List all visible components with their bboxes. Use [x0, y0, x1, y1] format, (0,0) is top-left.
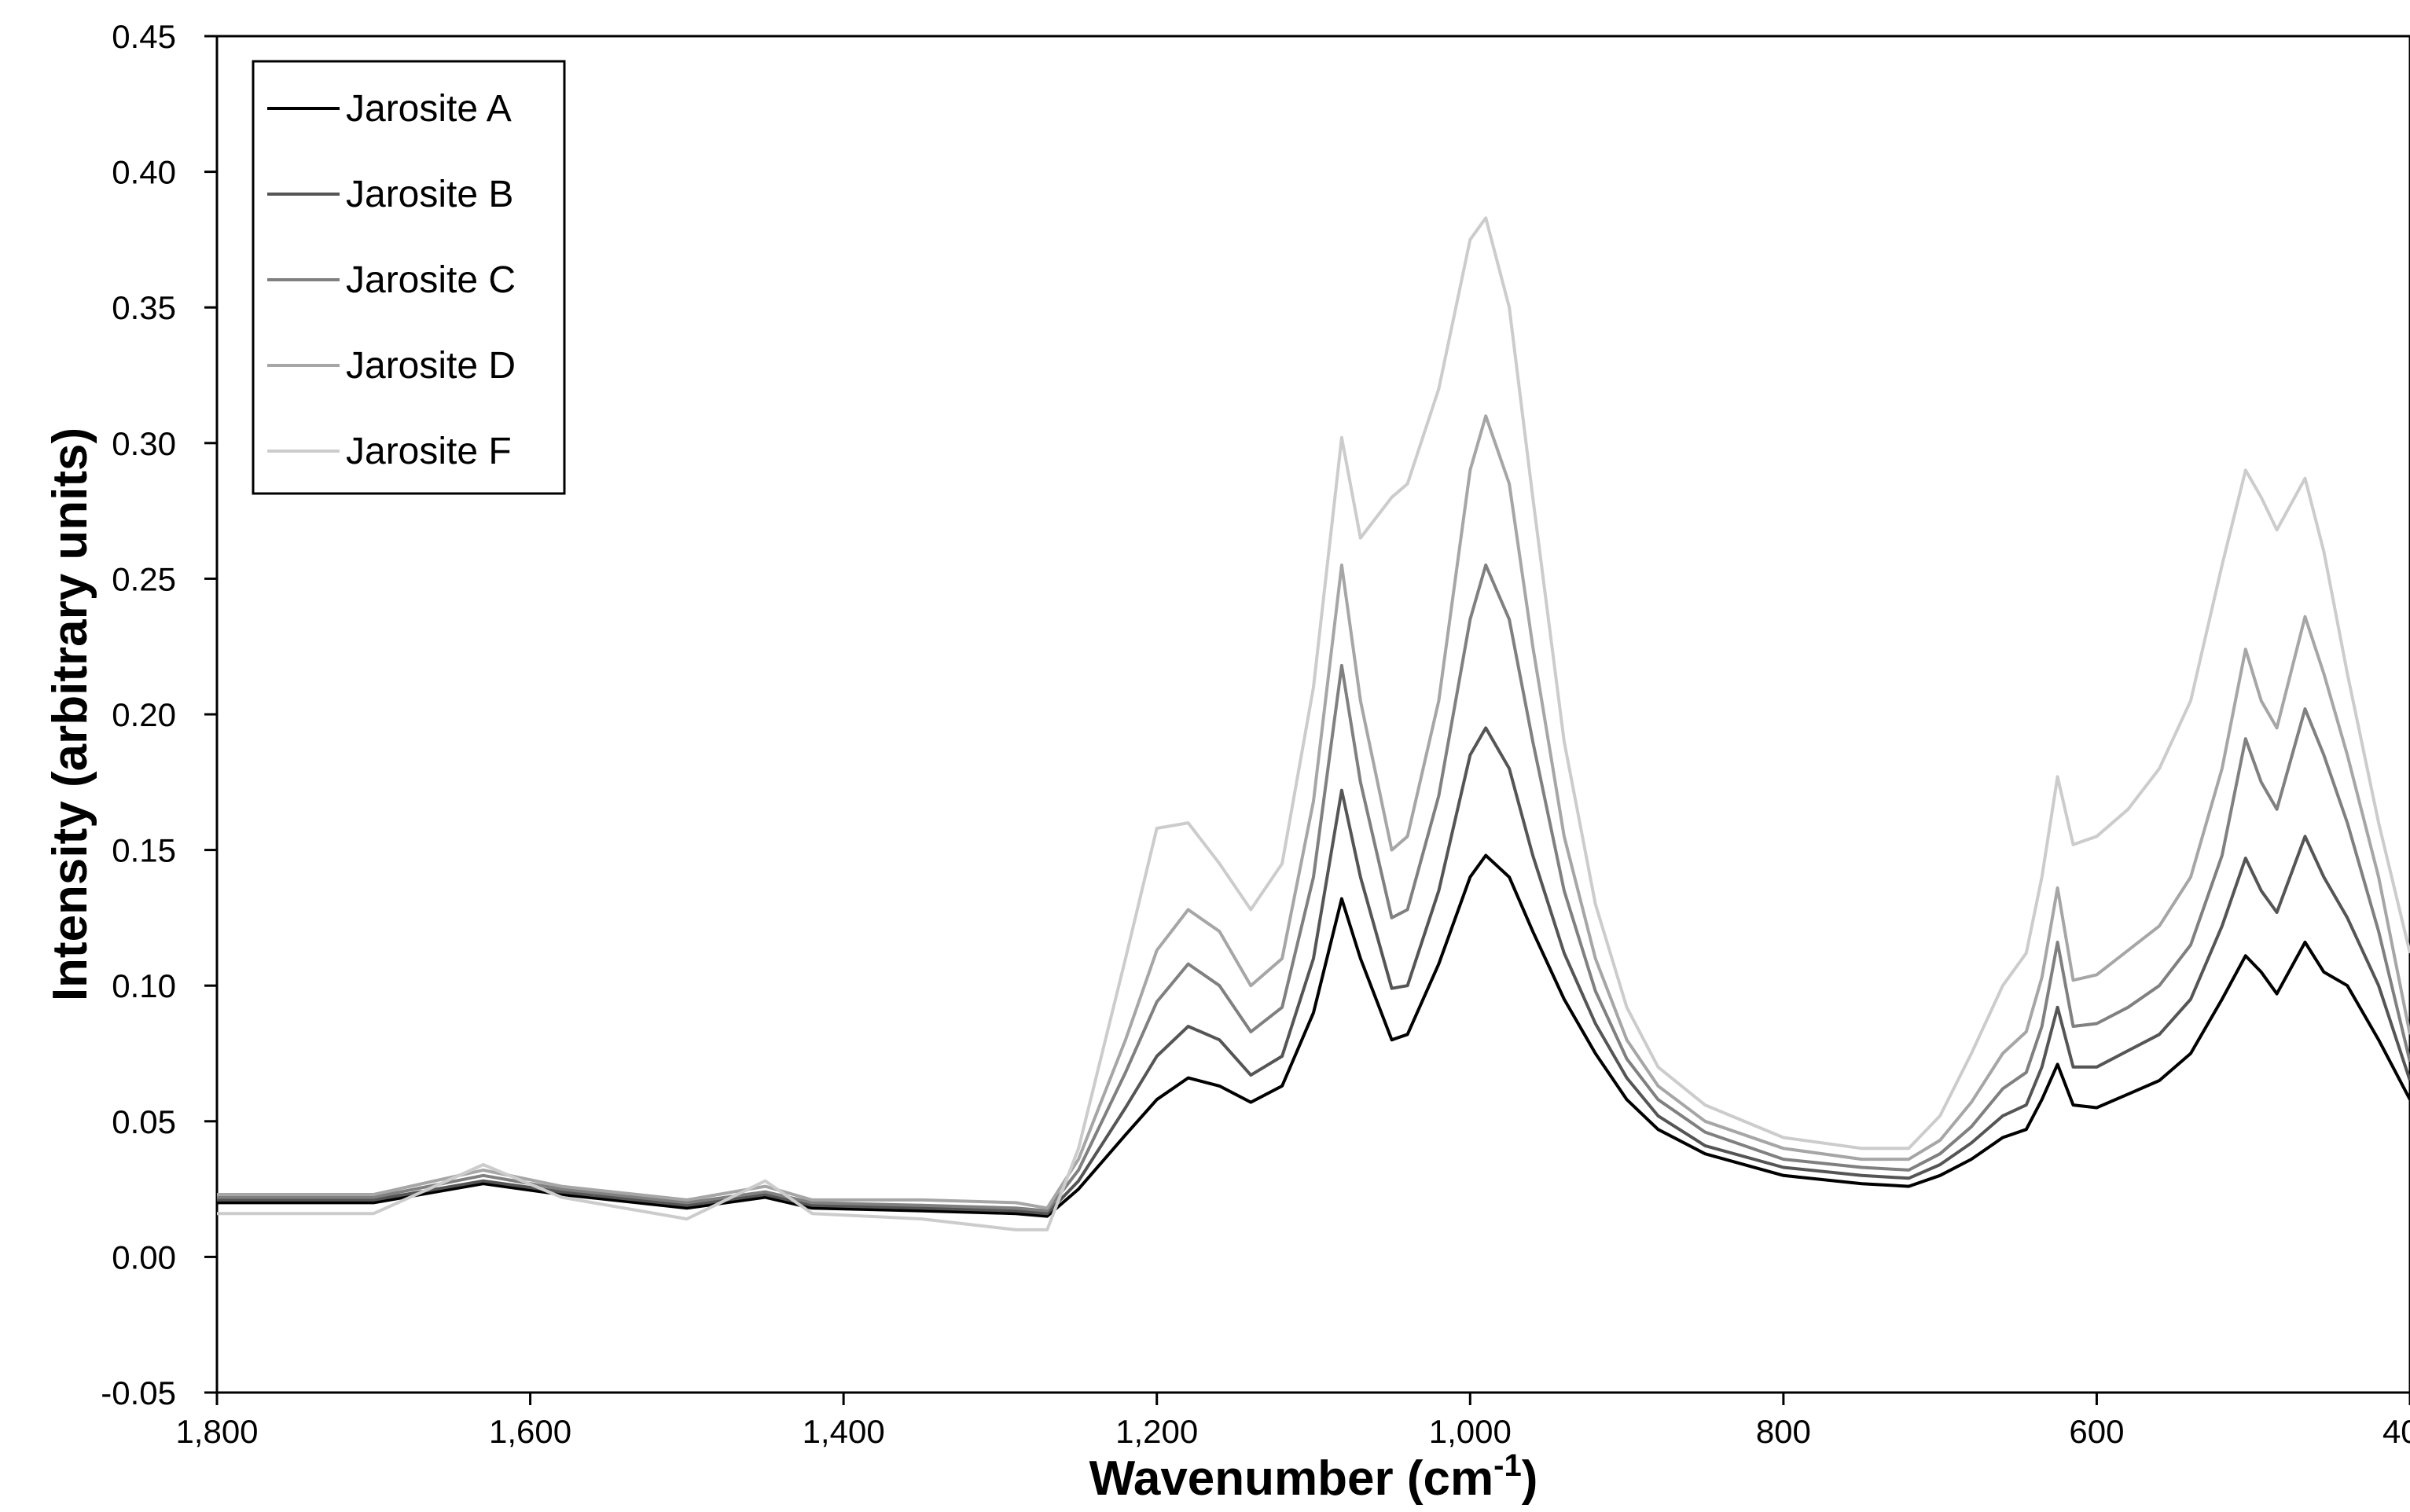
y-tick-label: 0.00: [112, 1239, 176, 1275]
legend-box: [252, 60, 566, 495]
series-line: [217, 853, 2410, 1218]
x-tick-label: 1,800: [175, 1413, 258, 1450]
legend-label: Jarosite A: [346, 88, 512, 130]
y-tick-label: 0.05: [112, 1103, 176, 1140]
y-tick-label: 0.40: [112, 154, 176, 191]
legend-label: Jarosite B: [346, 174, 513, 215]
legend: Jarosite A Jarosite B Jarosite C Jarosite D…: [252, 60, 566, 495]
x-tick-label: 1,600: [489, 1413, 571, 1450]
y-tick-label: 0.30: [112, 425, 176, 462]
series-line: [217, 216, 2410, 1231]
legend-label: Jarosite C: [346, 259, 516, 301]
legend-label: Jarosite D: [346, 345, 516, 387]
y-tick-label: 0.10: [112, 967, 176, 1004]
y-tick-label: 0.25: [112, 560, 176, 597]
y-tick-label: 0.15: [112, 832, 176, 869]
legend-label: Jarosite F: [346, 431, 512, 472]
series-line: [217, 563, 2410, 1213]
x-tick-label: 1,200: [1115, 1413, 1198, 1450]
y-tick-label: -0.05: [101, 1374, 176, 1411]
y-axis-title: Intensity (arbitrary units): [43, 428, 97, 1001]
y-tick-label: 0.45: [112, 18, 176, 55]
x-axis: 1,800 1,600 1,400 1,200 1,000 800 600 400: [175, 1393, 2410, 1450]
series-line: [217, 414, 2410, 1210]
x-tick-label: 600: [2069, 1413, 2124, 1450]
y-axis: -0.05 0.00 0.05 0.10 0.15 0.20 0.25 0.30 0.35 0.4…: [101, 18, 217, 1411]
x-axis-title: Wavenumber (cm-1): [1089, 1448, 1538, 1506]
x-tick-label: 400: [2382, 1413, 2410, 1450]
x-tick-label: 800: [1756, 1413, 1811, 1450]
x-tick-label: 1,000: [1429, 1413, 1512, 1450]
series-line: [217, 726, 2410, 1216]
x-tick-label: 1,400: [803, 1413, 885, 1450]
y-tick-label: 0.20: [112, 696, 176, 733]
y-tick-label: 0.35: [112, 289, 176, 326]
series-lines: [217, 216, 2410, 1231]
plot-area-frame: [215, 35, 2410, 1394]
